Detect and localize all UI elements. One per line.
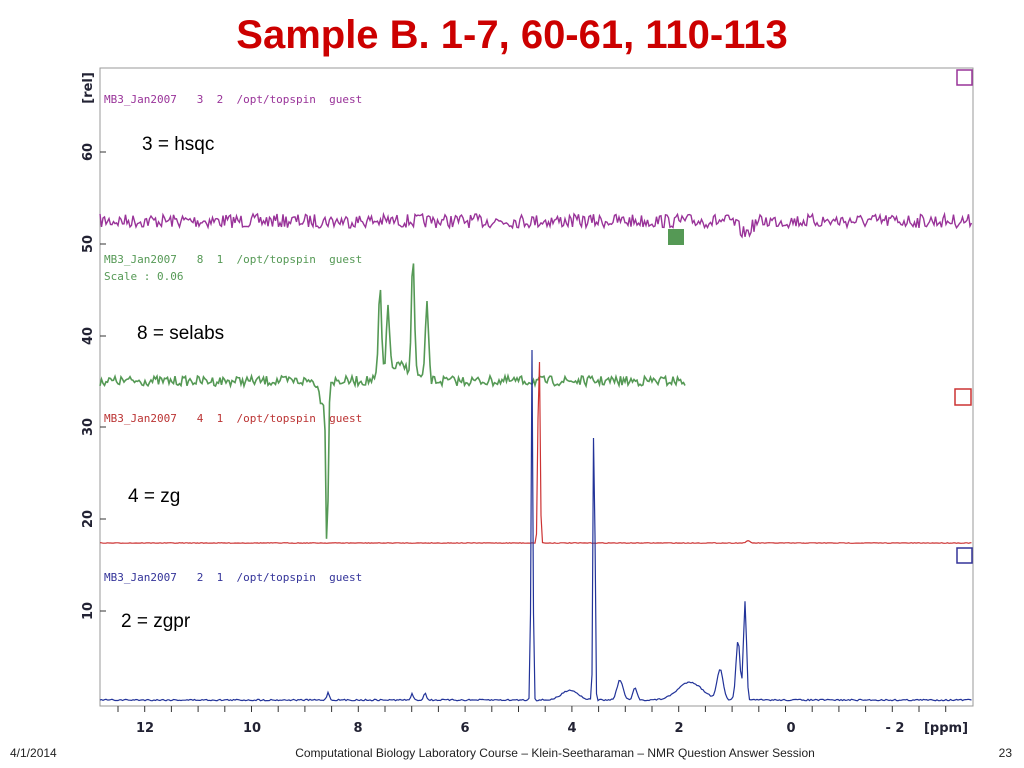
y-tick-label: 60 xyxy=(81,143,96,161)
color-box xyxy=(954,388,972,406)
y-unit: [rel] xyxy=(81,72,96,104)
spectrum-trace xyxy=(99,263,686,539)
color-box xyxy=(956,69,973,86)
x-tick-label: 12 xyxy=(136,721,154,736)
x-tick-label: 4 xyxy=(567,721,576,736)
y-tick-label: 40 xyxy=(81,327,96,345)
y-tick-label: 20 xyxy=(81,510,96,528)
spectrum-header: MB3_Jan2007 8 1 /opt/topspin guest xyxy=(104,253,362,266)
plot-frame xyxy=(99,67,974,707)
x-tick-label: 8 xyxy=(353,721,362,736)
spectra xyxy=(99,211,973,702)
spectrum-scale: Scale : 0.06 xyxy=(104,270,183,283)
spectrum-header: MB3_Jan2007 4 1 /opt/topspin guest xyxy=(104,412,362,425)
y-tick-label: 10 xyxy=(81,602,96,620)
spectrum-header: MB3_Jan2007 3 2 /opt/topspin guest xyxy=(104,93,362,106)
y-tick-label: 50 xyxy=(81,235,96,253)
x-tick-label: 6 xyxy=(460,721,469,736)
x-tick-label: 2 xyxy=(674,721,683,736)
spectrum-trace xyxy=(99,211,973,239)
slide-title: Sample B. 1-7, 60-61, 110-113 xyxy=(236,13,787,57)
footer-page: 23 xyxy=(999,746,1013,760)
y-tick-label: 30 xyxy=(81,418,96,436)
footer-date: 4/1/2014 xyxy=(10,746,57,760)
spectrum-label: 4 = zg xyxy=(128,486,180,507)
spectrum-header: MB3_Jan2007 2 1 /opt/topspin guest xyxy=(104,571,362,584)
spectrum-trace xyxy=(99,361,972,544)
spectrum-trace xyxy=(99,349,972,702)
x-unit: [ppm] xyxy=(924,721,968,736)
footer-course: Computational Biology Laboratory Course … xyxy=(295,746,815,760)
spectrum-label: 8 = selabs xyxy=(137,323,224,344)
spectrum-label: 2 = zgpr xyxy=(121,611,191,632)
x-tick-label: 10 xyxy=(243,721,261,736)
spectrum-label: 3 = hsqc xyxy=(142,134,214,155)
color-box xyxy=(956,547,973,564)
color-box xyxy=(668,229,684,245)
x-tick-label: 0 xyxy=(786,721,795,736)
x-tick-label: - 2 xyxy=(886,721,905,736)
